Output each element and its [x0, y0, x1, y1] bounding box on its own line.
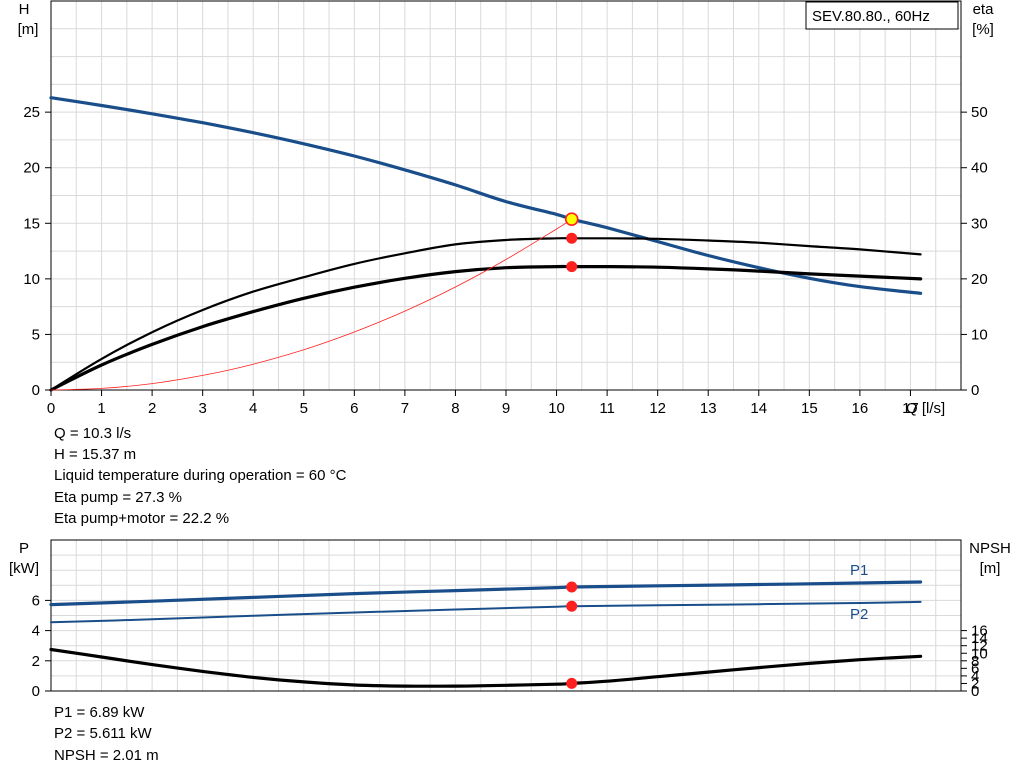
lower-series [49, 580, 923, 688]
eta-tick-label: 10 [971, 326, 988, 343]
x-tick-label: 0 [47, 400, 55, 417]
p2-curve [50, 600, 922, 624]
x-tick-label: 8 [451, 400, 459, 417]
npsh-axis-unit: [m] [980, 560, 1001, 577]
eta-tick-label: 40 [971, 160, 988, 177]
p-tick-label: 4 [32, 623, 40, 640]
h-tick-label: 20 [23, 160, 40, 177]
npsh-tick-label: 12 [971, 638, 988, 655]
q-axis-label: Q [l/s] [906, 400, 945, 417]
upper-operating-markers [564, 212, 579, 273]
x-tick-label: 3 [198, 400, 206, 417]
npsh-tick-label: 16 [971, 623, 988, 640]
x-tick-label: 16 [852, 400, 869, 417]
eta-tick-label: 0 [971, 382, 979, 399]
p2-operating-point [566, 600, 578, 612]
eta-total-operating-point [566, 261, 578, 273]
x-tick-label: 4 [249, 400, 257, 417]
x-tick-label: 14 [750, 400, 767, 417]
legend-box [805, 1, 959, 30]
eta-pump-operating-point [566, 232, 578, 244]
p-tick-label: 6 [32, 592, 40, 609]
h-tick-label: 15 [23, 215, 40, 232]
eta-tick-label: 50 [971, 104, 988, 121]
eta-tick-label: 30 [971, 215, 988, 232]
p-tick-label: 2 [32, 653, 40, 670]
info-q: Q = 10.3 l/s [54, 425, 132, 442]
x-tick-label: 10 [548, 400, 565, 417]
system-curve [50, 218, 573, 391]
eta-pump-curve [49, 237, 922, 392]
eta-axis-label: eta [973, 1, 995, 18]
x-tick-label: 1 [97, 400, 105, 417]
head-operating-point [564, 212, 579, 226]
info-h: H = 15.37 m [54, 446, 137, 463]
npsh-operating-point [566, 677, 578, 689]
info-eta-pump: Eta pump = 27.3 % [54, 489, 182, 506]
x-tick-label: 17 [902, 400, 919, 417]
h-axis-unit: [m] [18, 21, 39, 38]
npsh-tick-label: 4 [971, 668, 979, 685]
lower-grid [51, 540, 961, 691]
h-tick-label: 0 [32, 382, 40, 399]
x-tick-label: 2 [148, 400, 156, 417]
eta-total-curve [49, 264, 923, 392]
p-tick-label: 0 [32, 683, 40, 700]
x-tick-label: 12 [649, 400, 666, 417]
info-eta-total: Eta pump+motor = 22.2 % [54, 510, 230, 527]
x-tick-label: 7 [401, 400, 409, 417]
x-tick-label: 9 [502, 400, 510, 417]
x-tick-label: 5 [300, 400, 308, 417]
p1-operating-point [566, 581, 578, 593]
h-tick-label: 10 [23, 271, 40, 288]
upper-axis-ticks: 0 1 2 3 4 5 6 7 8 9 10 11 12 13 14 15 16 1705101520250102… [23, 104, 987, 417]
x-tick-label: 6 [350, 400, 358, 417]
info-npsh: NPSH = 2.01 m [54, 747, 159, 764]
x-tick-label: 11 [599, 400, 615, 417]
npsh-tick-label: 0 [971, 683, 979, 700]
info-p2: P2 = 5.611 kW [54, 725, 152, 742]
lower-plot-frame [50, 539, 962, 692]
p2-series-label: P2 [850, 606, 868, 623]
p-axis-label: P [19, 540, 29, 557]
legend-box-text: SEV.80.80., 60Hz [812, 8, 930, 25]
npsh-tick-label: 10 [971, 645, 988, 662]
upper-series [49, 96, 923, 392]
info-p1: P1 = 6.89 kW [54, 704, 145, 721]
eta-axis-unit: [%] [972, 21, 994, 38]
p1-series-label: P1 [850, 562, 868, 579]
npsh-tick-label: 2 [971, 675, 979, 692]
h-tick-label: 25 [23, 104, 40, 121]
p-axis-unit: [kW] [9, 560, 39, 577]
p1-curve [49, 580, 923, 607]
head-efficiency-chart: 0 1 2 3 4 5 6 7 8 9 10 11 12 13 14 15 16 1705101520250102… [18, 0, 995, 417]
npsh-curve [49, 647, 923, 688]
lower-operating-markers [566, 581, 578, 689]
npsh-tick-label: 8 [971, 653, 979, 670]
npsh-tick-label: 14 [971, 630, 988, 647]
h-tick-label: 5 [32, 326, 40, 343]
eta-tick-label: 20 [971, 271, 988, 288]
x-tick-label: 15 [801, 400, 818, 417]
info-liquid-temperature: Liquid temperature during operation = 60… [54, 467, 347, 484]
head-curve [49, 96, 923, 295]
h-axis-label: H [19, 1, 30, 18]
npsh-tick-label: 6 [971, 660, 979, 677]
x-tick-label: 13 [700, 400, 717, 417]
npsh-axis-label: NPSH [969, 540, 1011, 557]
